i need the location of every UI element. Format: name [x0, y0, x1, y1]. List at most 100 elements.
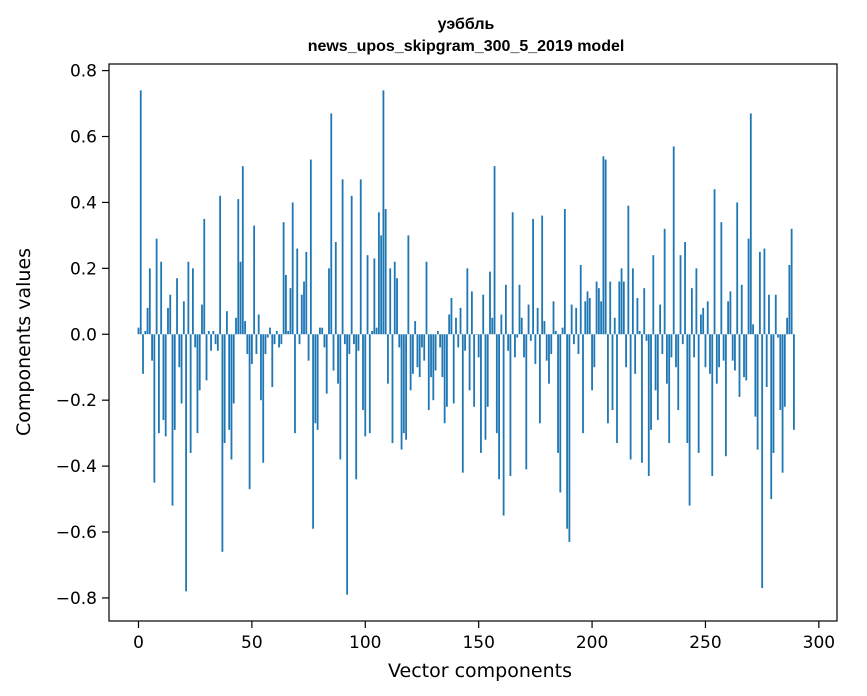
bar-148: [473, 334, 476, 407]
bar-99: [362, 334, 364, 411]
bar-31: [207, 330, 210, 335]
bar-260: [727, 301, 730, 335]
y-tick-label: −0.2: [56, 391, 97, 411]
bar-219: [634, 334, 637, 374]
bar-204: [600, 301, 603, 335]
bar-224: [645, 334, 648, 341]
bar-79: [316, 334, 319, 430]
bar-101: [366, 255, 369, 335]
bar-124: [418, 334, 421, 378]
bar-225: [647, 334, 650, 476]
bar-214: [622, 281, 625, 335]
bar-81: [321, 327, 324, 335]
bar-213: [620, 268, 623, 335]
bar-141: [457, 334, 460, 348]
bar-48: [246, 334, 249, 355]
bar-233: [666, 334, 668, 384]
bar-206: [604, 159, 607, 335]
bar-3: [144, 330, 147, 335]
bar-0: [137, 327, 140, 335]
bar-129: [430, 334, 432, 378]
bar-187: [561, 327, 564, 335]
bar-18: [178, 334, 181, 368]
bar-111: [389, 268, 392, 335]
bar-171: [525, 334, 528, 470]
bar-105: [375, 327, 378, 335]
bar-44: [237, 199, 240, 335]
bar-60: [273, 334, 276, 345]
bar-242: [686, 334, 689, 444]
bar-78: [314, 334, 317, 424]
bar-222: [641, 334, 643, 463]
plot-area-frame: [108, 63, 838, 622]
bar-142: [459, 307, 462, 335]
bar-267: [743, 334, 745, 378]
bar-163: [507, 334, 510, 351]
bar-32: [210, 334, 212, 351]
bar-36: [219, 195, 222, 335]
bar-25: [194, 334, 197, 348]
bar-7: [153, 334, 156, 483]
bar-188: [563, 209, 566, 335]
bar-87: [334, 241, 337, 335]
bar-167: [516, 334, 519, 338]
bar-70: [296, 248, 299, 335]
bar-248: [700, 314, 702, 335]
bar-265: [738, 334, 741, 397]
bar-284: [781, 334, 784, 473]
bar-131: [434, 334, 437, 371]
bar-84: [328, 268, 330, 335]
bar-93: [348, 334, 351, 355]
bar-235: [670, 334, 673, 358]
bar-34: [214, 334, 217, 345]
bar-139: [452, 334, 455, 404]
bar-179: [543, 321, 546, 335]
bar-120: [409, 334, 412, 391]
bar-9: [157, 334, 160, 434]
bar-261: [729, 291, 732, 335]
bar-45: [239, 261, 242, 335]
bar-246: [695, 268, 698, 335]
bar-238: [677, 334, 680, 411]
bar-80: [319, 327, 321, 335]
bar-277: [765, 334, 768, 387]
bar-202: [595, 281, 598, 335]
bar-285: [783, 334, 786, 407]
bar-152: [482, 294, 485, 335]
bar-50: [250, 334, 253, 364]
y-tick-label: −0.4: [56, 457, 97, 477]
bar-112: [391, 334, 394, 444]
bar-88: [337, 334, 339, 384]
y-tick-label: 0.4: [70, 193, 97, 213]
bar-19: [180, 334, 183, 404]
bar-227: [652, 255, 655, 335]
bar-132: [436, 330, 439, 335]
bar-5: [148, 268, 151, 335]
bar-150: [477, 334, 480, 358]
chart-title-line-2: news_upos_skipgram_300_5_2019 model: [308, 38, 625, 55]
bar-190: [568, 334, 571, 542]
bar-76: [309, 159, 312, 335]
bar-100: [364, 334, 367, 437]
y-tick-label: 0.8: [70, 62, 97, 82]
bar-66: [287, 330, 290, 335]
bar-270: [749, 113, 752, 335]
bar-170: [523, 334, 525, 358]
bar-262: [731, 334, 734, 361]
bar-72: [300, 294, 303, 335]
bar-64: [282, 222, 285, 335]
bar-144: [464, 334, 466, 351]
bar-11: [162, 334, 165, 420]
bar-30: [205, 334, 208, 381]
bar-250: [704, 334, 707, 368]
bar-180: [545, 334, 548, 361]
bar-28: [201, 304, 203, 335]
x-tick-label: 0: [133, 633, 144, 653]
bar-264: [736, 202, 739, 335]
bar-218: [631, 268, 634, 335]
bar-13: [167, 307, 169, 335]
x-tick-label: 300: [803, 633, 835, 653]
bar-43: [235, 317, 237, 335]
bar-185: [557, 334, 559, 453]
bar-194: [577, 334, 580, 355]
